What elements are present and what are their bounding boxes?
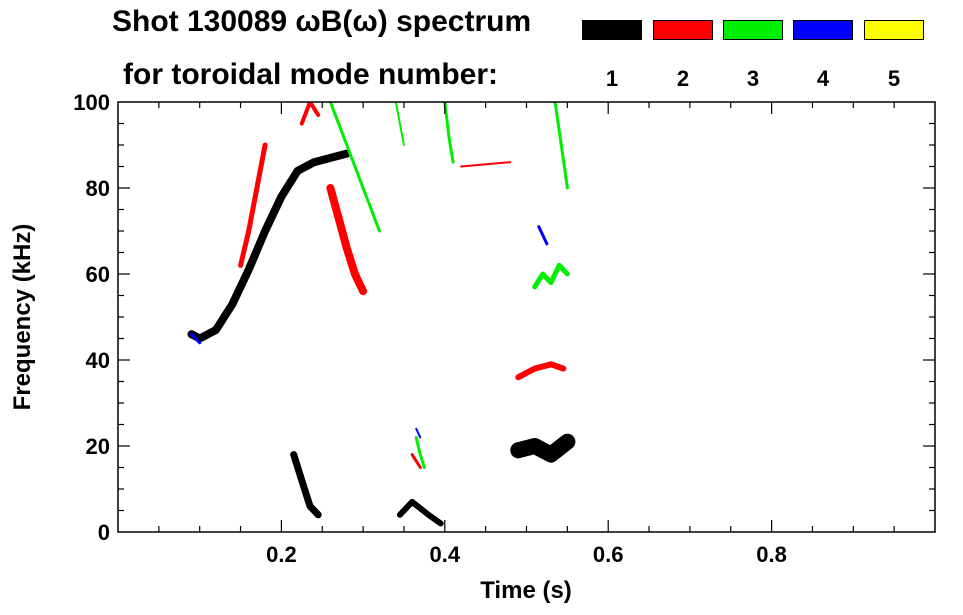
mode-2-band-1 bbox=[238, 142, 268, 268]
mode-2-band-6 bbox=[410, 453, 422, 469]
chart-header: Shot 130089 ωB(ω) spectrum for toroidal … bbox=[0, 0, 963, 100]
x-tick-label: 0.8 bbox=[756, 542, 787, 567]
legend-swatch-mode-1 bbox=[582, 20, 642, 40]
y-tick-label: 100 bbox=[73, 90, 110, 115]
mode-1-band-4 bbox=[510, 433, 576, 463]
legend-label-mode-3: 3 bbox=[746, 66, 760, 91]
y-tick-label: 80 bbox=[86, 176, 110, 201]
spectrogram-data bbox=[187, 102, 576, 527]
mode-4-band-3 bbox=[415, 427, 422, 439]
y-tick-label: 20 bbox=[86, 434, 110, 459]
axis-ticks: 0.2 0.4 0.6 0.8 0 20 40 60 80 100 bbox=[73, 90, 935, 567]
mode-1-band-2 bbox=[290, 451, 322, 519]
mode-3-band-3 bbox=[443, 102, 455, 164]
mode-3-band-1 bbox=[328, 102, 381, 233]
x-tick-label: 0.4 bbox=[430, 542, 461, 567]
x-axis-label: Time (s) bbox=[480, 577, 572, 604]
mode-2-band-4 bbox=[515, 361, 567, 381]
legend-swatch-mode-2 bbox=[653, 20, 713, 40]
mode-3-band-5 bbox=[553, 102, 569, 190]
mode-2-band-5 bbox=[460, 161, 512, 168]
mode-1-band-1 bbox=[187, 149, 351, 343]
legend-label-mode-4: 4 bbox=[816, 66, 830, 91]
chart-subtitle: for toroidal mode number: bbox=[123, 58, 498, 91]
x-tick-label: 0.2 bbox=[266, 542, 297, 567]
y-axis-label: Frequency (kHz) bbox=[9, 224, 36, 411]
mode-1-band-3 bbox=[396, 498, 444, 527]
y-tick-label: 40 bbox=[86, 348, 110, 373]
mode-2-band-3 bbox=[326, 184, 368, 296]
y-tick-label: 0 bbox=[98, 520, 110, 545]
x-tick-label: 0.6 bbox=[593, 542, 624, 567]
mode-3-band-6 bbox=[414, 435, 426, 469]
mode-3-band-2 bbox=[394, 102, 405, 146]
mode-4-band-2 bbox=[537, 225, 549, 246]
mode-3-band-4 bbox=[532, 262, 570, 290]
legend-swatch-mode-4 bbox=[793, 20, 853, 40]
legend-swatch-mode-3 bbox=[723, 20, 783, 40]
y-tick-label: 60 bbox=[86, 262, 110, 287]
mode-2-band-2 bbox=[299, 102, 321, 126]
legend-label-mode-5: 5 bbox=[887, 66, 901, 91]
legend-label-mode-1: 1 bbox=[605, 66, 619, 91]
plot-frame bbox=[117, 101, 936, 533]
chart-title: Shot 130089 ωB(ω) spectrum bbox=[112, 5, 532, 38]
legend-label-mode-2: 2 bbox=[676, 66, 690, 91]
legend-swatch-mode-5 bbox=[864, 20, 924, 40]
mode-4-band-1 bbox=[190, 332, 202, 345]
